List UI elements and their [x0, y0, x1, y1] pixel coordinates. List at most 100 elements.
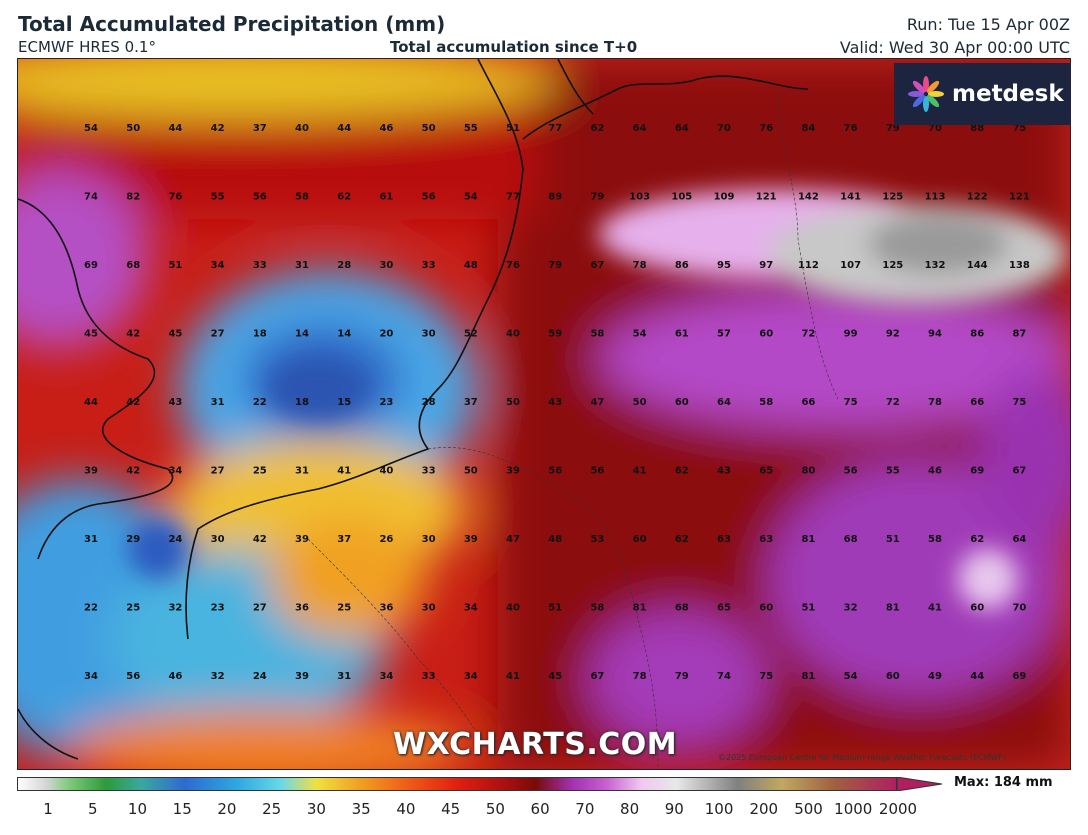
grid-value-label: 70 — [717, 123, 731, 134]
grid-value-label: 39 — [295, 534, 309, 545]
valid-time: Valid: Wed 30 Apr 00:00 UTC — [839, 38, 1070, 57]
grid-value-label: 89 — [548, 192, 562, 203]
grid-value-label: 58 — [759, 397, 773, 408]
grid-value-label: 81 — [801, 671, 815, 682]
grid-value-label: 42 — [126, 466, 140, 477]
grid-value-label: 25 — [126, 603, 140, 614]
grid-value-label: 56 — [422, 192, 436, 203]
grid-value-label: 22 — [84, 603, 98, 614]
grid-value-label: 44 — [168, 123, 182, 134]
grid-value-label: 37 — [337, 534, 351, 545]
grid-value-label: 32 — [211, 671, 225, 682]
color-scale-ticks: 1 5 10 15 20 25 30 35 40 45 50 60 70 80 90 100 200 500 100… — [17, 800, 917, 820]
grid-value-label: 66 — [970, 397, 984, 408]
grid-value-label: 41 — [337, 466, 351, 477]
grid-value-label: 33 — [422, 260, 436, 271]
grid-value-label: 58 — [590, 603, 604, 614]
grid-value-label: 40 — [506, 603, 520, 614]
grid-value-label: 24 — [253, 671, 267, 682]
grid-value-label: 31 — [84, 534, 98, 545]
grid-value-label: 112 — [798, 260, 819, 271]
grid-value-label: 78 — [928, 397, 942, 408]
grid-value-label: 74 — [84, 192, 98, 203]
grid-value-label: 40 — [506, 329, 520, 340]
grid-value-label: 14 — [337, 329, 351, 340]
grid-value-label: 62 — [675, 534, 689, 545]
grid-value-label: 43 — [168, 397, 182, 408]
grid-value-label: 34 — [211, 260, 225, 271]
grid-value-label: 32 — [844, 603, 858, 614]
grid-value-label: 34 — [168, 466, 182, 477]
grid-value-label: 67 — [1012, 466, 1026, 477]
grid-value-label: 34 — [379, 671, 393, 682]
grid-value-label: 138 — [1009, 260, 1030, 271]
grid-value-label: 54 — [844, 671, 858, 682]
grid-value-label: 86 — [970, 329, 984, 340]
grid-value-label: 121 — [756, 192, 777, 203]
color-scale-tick: 1000 — [834, 800, 873, 818]
grid-value-label: 47 — [506, 534, 520, 545]
precip-maxima — [128, 189, 1068, 609]
color-scale-tick: 20 — [217, 800, 237, 818]
color-scale-tick: 35 — [351, 800, 371, 818]
grid-value-label: 55 — [211, 192, 225, 203]
metdesk-flower-icon — [908, 76, 944, 112]
grid-value-label: 23 — [379, 397, 393, 408]
color-scale-tick: 40 — [396, 800, 416, 818]
grid-value-label: 69 — [970, 466, 984, 477]
grid-value-label: 57 — [717, 329, 731, 340]
grid-value-label: 15 — [337, 397, 351, 408]
grid-value-label: 58 — [295, 192, 309, 203]
metdesk-logo-text: metdesk — [952, 81, 1064, 107]
color-scale-tick: 5 — [87, 800, 98, 818]
grid-value-label: 55 — [886, 466, 900, 477]
grid-value-label: 26 — [379, 534, 393, 545]
precipitation-map[interactable]: 54 50 44 42 37 40 44 46 50 55 51 77 62 64 64 70 76 84 76 79… — [17, 58, 1071, 770]
grid-value-label: 113 — [925, 192, 946, 203]
color-scale-tick: 45 — [441, 800, 461, 818]
grid-value-label: 36 — [295, 603, 309, 614]
grid-value-label: 72 — [886, 397, 900, 408]
grid-value-label: 87 — [1012, 329, 1026, 340]
metdesk-logo[interactable]: metdesk — [894, 63, 1071, 125]
grid-value-label: 33 — [422, 671, 436, 682]
grid-value-label: 70 — [928, 123, 942, 134]
grid-value-label: 27 — [211, 466, 225, 477]
grid-value-label: 30 — [379, 260, 393, 271]
grid-value-label: 45 — [548, 671, 562, 682]
grid-value-label: 54 — [464, 192, 478, 203]
color-scale-tick: 1 — [43, 800, 53, 818]
grid-value-label: 79 — [675, 671, 689, 682]
wxcharts-watermark: WXCHARTS.COM — [393, 727, 678, 762]
grid-value-label: 42 — [126, 329, 140, 340]
grid-value-label: 78 — [633, 260, 647, 271]
grid-value-label: 50 — [506, 397, 520, 408]
grid-value-label: 39 — [295, 671, 309, 682]
grid-value-label: 92 — [886, 329, 900, 340]
grid-value-label: 75 — [1012, 123, 1026, 134]
grid-value-label: 47 — [590, 397, 604, 408]
grid-value-label: 42 — [211, 123, 225, 134]
run-time: Run: Tue 15 Apr 00Z — [906, 15, 1070, 34]
grid-value-label: 121 — [1009, 192, 1030, 203]
grid-value-label: 63 — [717, 534, 731, 545]
max-value-label: Max: 184 mm — [954, 775, 1053, 790]
grid-value-label: 64 — [717, 397, 731, 408]
color-scale-tick: 15 — [172, 800, 192, 818]
grid-value-label: 45 — [168, 329, 182, 340]
grid-value-label: 64 — [675, 123, 689, 134]
grid-value-label: 60 — [675, 397, 689, 408]
grid-value-label: 67 — [590, 671, 604, 682]
grid-value-label: 95 — [717, 260, 731, 271]
grid-value-label: 60 — [759, 329, 773, 340]
grid-value-label: 81 — [633, 603, 647, 614]
grid-value-label: 65 — [759, 466, 773, 477]
grid-value-label: 45 — [84, 329, 98, 340]
grid-value-label: 40 — [295, 123, 309, 134]
grid-value-label: 77 — [548, 123, 562, 134]
grid-value-label: 60 — [759, 603, 773, 614]
map-subtitle: Total accumulation since T+0 — [390, 38, 638, 56]
grid-value-label: 97 — [759, 260, 773, 271]
grid-value-label: 76 — [168, 192, 182, 203]
grid-value-label: 109 — [714, 192, 735, 203]
